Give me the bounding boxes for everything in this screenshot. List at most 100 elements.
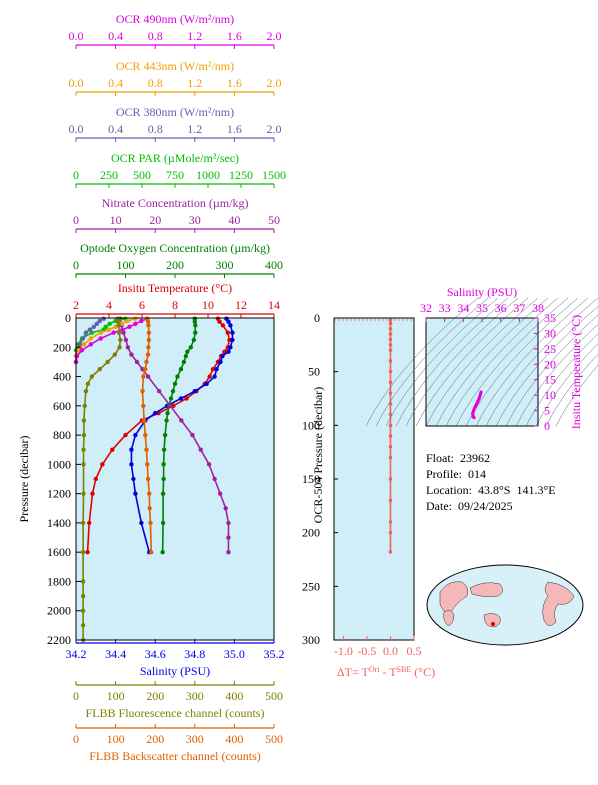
- top-axes: OCR 490nm (W/m²/nm)0.0 0.4 0.8 1.2 1.6 2.0OCR…: [69, 12, 286, 318]
- series-point: [82, 403, 87, 409]
- top-axis-label: OCR 380nm (W/m²/nm): [116, 105, 234, 119]
- dt-point: [388, 369, 393, 374]
- series-point: [139, 318, 144, 324]
- series-point: [171, 403, 176, 409]
- top-axis-tick-label: 1.6: [227, 76, 242, 90]
- dt-point: [388, 402, 393, 406]
- ts-point: [479, 390, 483, 394]
- main-y-tick-label: 2200: [47, 633, 71, 647]
- ts-density-contour: [555, 364, 598, 427]
- series-point: [146, 323, 151, 328]
- ts-density-contour: [535, 343, 598, 427]
- main-y-tick-label: 400: [53, 370, 71, 384]
- bottom-axes: 34.2 34.4 34.6 34.8 35.0 35.2 Salinity (PSU) 0 1…: [66, 639, 285, 763]
- series-point: [222, 349, 227, 354]
- top-axis-tick-label: 2.0: [267, 29, 282, 43]
- series-point: [129, 352, 134, 357]
- bottom-axis-tick-label: 400: [225, 689, 243, 703]
- top-axis-ocr-380nm-w-m-nm: OCR 380nm (W/m²/nm) 0.0 0.4 0.8 1.2 1.6 2.0: [69, 105, 282, 142]
- series-point: [214, 367, 219, 372]
- series-point: [145, 352, 151, 357]
- top-axis-label: OCR 443nm (W/m²/nm): [116, 59, 234, 73]
- series-point: [149, 549, 154, 555]
- top-axis-tick-label: 1500: [262, 168, 286, 182]
- dt-y-tick-label: 200: [302, 526, 320, 540]
- top-axis-tick-label: 14: [268, 298, 280, 312]
- series-point: [125, 318, 130, 324]
- series-point: [178, 396, 184, 401]
- top-axis-tick-label: 1.6: [227, 29, 242, 43]
- series-point: [83, 388, 89, 394]
- dt-point: [388, 412, 393, 417]
- bottom-axis-tick-label: 100: [107, 732, 125, 746]
- series-point: [230, 330, 235, 335]
- dt-point: [388, 321, 393, 326]
- dt-point: [388, 434, 393, 438]
- series-point: [175, 374, 180, 379]
- ts-density-contour: [405, 297, 519, 427]
- series-point: [143, 367, 148, 372]
- top-axis-tick-label: 200: [166, 258, 184, 272]
- series-point: [212, 476, 217, 482]
- series-point: [81, 342, 87, 347]
- ts-y-tick-label: 25: [544, 342, 556, 356]
- series-point: [160, 520, 166, 526]
- map-land-eurasia: [469, 582, 503, 597]
- ts-x-axis-label: Salinity (PSU): [447, 285, 517, 299]
- series-point: [220, 323, 226, 328]
- ts-x-tick-label: 38: [532, 301, 544, 315]
- series-point: [148, 520, 153, 526]
- series-point: [110, 447, 115, 452]
- series-point: [168, 403, 173, 409]
- series-point: [220, 353, 225, 359]
- series-point: [79, 348, 85, 353]
- series-point: [190, 432, 195, 438]
- series-point: [188, 345, 194, 350]
- series-point: [225, 330, 230, 335]
- dt-point: [388, 332, 393, 336]
- series-point: [80, 579, 86, 584]
- series-point: [226, 349, 231, 354]
- dt-y-tick-label: 100: [302, 418, 320, 432]
- dt-point: [388, 530, 393, 535]
- dt-point: [388, 423, 393, 428]
- main-y-tick-label: 1400: [47, 516, 71, 530]
- dt-x-tick-label: 0.5: [407, 644, 422, 658]
- series-point: [191, 337, 197, 343]
- top-axis-ocr-par-mole-m-sec: OCR PAR (µMole/m²/sec) 0 250 500 750 1000 1250…: [73, 151, 286, 188]
- bottom-axis-label: Salinity (PSU): [140, 664, 210, 678]
- bottom-axis-tick-label: 34.8: [184, 647, 205, 661]
- ts-point: [471, 414, 475, 418]
- top-axis-tick-label: 10: [202, 298, 214, 312]
- top-axis-tick-label: 0: [73, 168, 79, 182]
- top-axis-tick-label: 0.8: [148, 29, 163, 43]
- dt-y-tick-label: 50: [308, 365, 320, 379]
- top-axis-tick-label: 40: [228, 213, 240, 227]
- top-axis-tick-label: 0.4: [108, 29, 123, 43]
- series-point: [133, 321, 138, 327]
- ts-density-contour: [455, 297, 569, 427]
- series-point: [146, 330, 152, 335]
- series-point: [161, 447, 167, 452]
- series-flbb-fluorescence-channel-counts: [80, 316, 123, 643]
- series-point: [226, 319, 231, 324]
- dt-point: [388, 326, 393, 331]
- series-point: [141, 374, 146, 379]
- series-point: [112, 352, 118, 357]
- dt-point: [388, 445, 393, 449]
- series-point: [156, 388, 162, 394]
- map-land-africa: [443, 610, 455, 627]
- ts-density-contour: [435, 297, 549, 427]
- top-axis-tick-label: 1.2: [187, 122, 202, 136]
- ts-y-tick-label: 0: [544, 419, 550, 433]
- series-point: [226, 535, 231, 540]
- series-point: [210, 367, 216, 372]
- series-point: [100, 462, 105, 467]
- top-axis-tick-label: 1250: [229, 168, 253, 182]
- series-point: [228, 323, 233, 328]
- top-axis-tick-label: 1.6: [227, 122, 242, 136]
- dt-x-tick-label: 0.0: [383, 644, 398, 658]
- top-axis-tick-label: 1000: [196, 168, 220, 182]
- top-axis-tick-label: 2.0: [267, 76, 282, 90]
